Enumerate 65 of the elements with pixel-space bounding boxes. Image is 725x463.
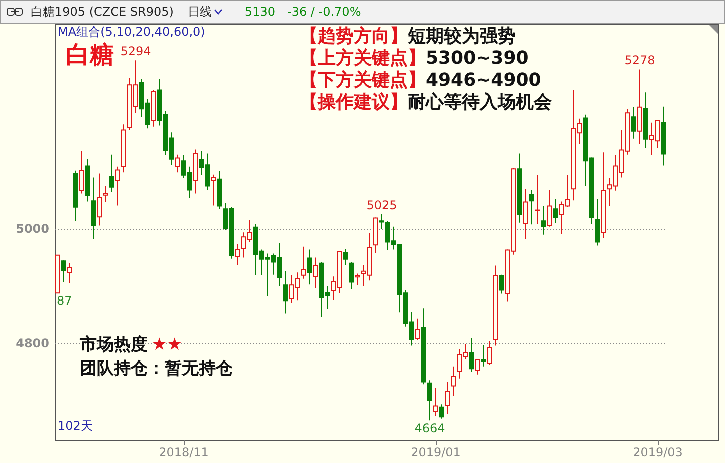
annotation: 团队持仓：暂无持仓 <box>80 359 233 379</box>
candlestick <box>68 262 72 284</box>
candlestick <box>236 244 240 266</box>
annotation: 5278 <box>624 54 656 68</box>
text: 白糖 <box>66 41 114 69</box>
x-tick-label: 2019/03 <box>633 446 683 460</box>
candlestick <box>470 338 474 372</box>
text: -36 / -0.70% <box>288 5 362 19</box>
candlestick <box>98 173 102 226</box>
candlestick <box>596 198 600 246</box>
candlestick <box>62 260 66 283</box>
text: 日线 <box>188 4 212 20</box>
annotation: 短期较为强势 <box>408 26 516 47</box>
annotation: 市场热度 <box>80 335 148 355</box>
candlestick <box>212 174 216 206</box>
candlestick <box>344 248 348 266</box>
annotation: 5300~390 <box>426 48 529 69</box>
annotation: 【下方关键点】 <box>300 70 426 91</box>
x-tick-label: 2019/01 <box>411 446 461 460</box>
candlestick <box>416 318 420 340</box>
x-tick-label: 2018/11 <box>159 446 209 460</box>
candlestick <box>488 340 492 366</box>
candlestick <box>554 198 558 224</box>
candlestick <box>176 154 180 174</box>
chart-subtitle: 白糖1905 (CZCE SR905) <box>31 4 174 20</box>
annotation: 4946~4900 <box>426 70 542 91</box>
candlestick <box>356 273 360 286</box>
candlestick <box>542 206 546 236</box>
candlestick <box>428 380 432 422</box>
annotation: ★★ <box>152 335 182 355</box>
y-tick-label: 5000 <box>16 222 50 236</box>
candlestick <box>314 257 318 288</box>
annotation: 【上方关键点】 <box>300 48 426 69</box>
y-tick-label: 4800 <box>16 336 50 350</box>
annotation: 【趋势方向】 <box>300 26 408 47</box>
annotation: 【操作建议】 <box>300 92 408 113</box>
candlestick <box>446 382 450 415</box>
candlestick <box>638 69 642 144</box>
annotation: 5025 <box>366 198 398 212</box>
annotation: MA组合(5,10,20,40,60,0) <box>58 25 206 40</box>
candlestick <box>530 190 534 226</box>
annotation: 102天 <box>58 419 93 434</box>
text: 5130 <box>244 5 276 19</box>
candlestick <box>302 246 306 280</box>
candlestick <box>308 249 312 286</box>
candlestick <box>548 190 552 228</box>
candlestick <box>500 274 504 294</box>
candlestick <box>434 388 438 416</box>
candlestick <box>116 166 120 206</box>
annotation: 4664 <box>414 422 446 436</box>
candlestick <box>110 154 114 192</box>
candlestick <box>284 270 288 314</box>
candlestick <box>632 106 636 140</box>
annotation: 耐心等待入场机会 <box>408 92 552 113</box>
candlestick <box>524 188 528 240</box>
candlestick <box>452 366 456 396</box>
candlestick <box>80 150 84 194</box>
candlestick <box>440 404 444 420</box>
candlestick <box>350 262 354 290</box>
annotation: 5294 <box>120 44 152 59</box>
candlestick <box>476 358 480 376</box>
candlestick <box>104 186 108 203</box>
annotation: 87 <box>57 294 72 308</box>
candlestick <box>482 344 486 368</box>
candlestick <box>536 174 540 224</box>
